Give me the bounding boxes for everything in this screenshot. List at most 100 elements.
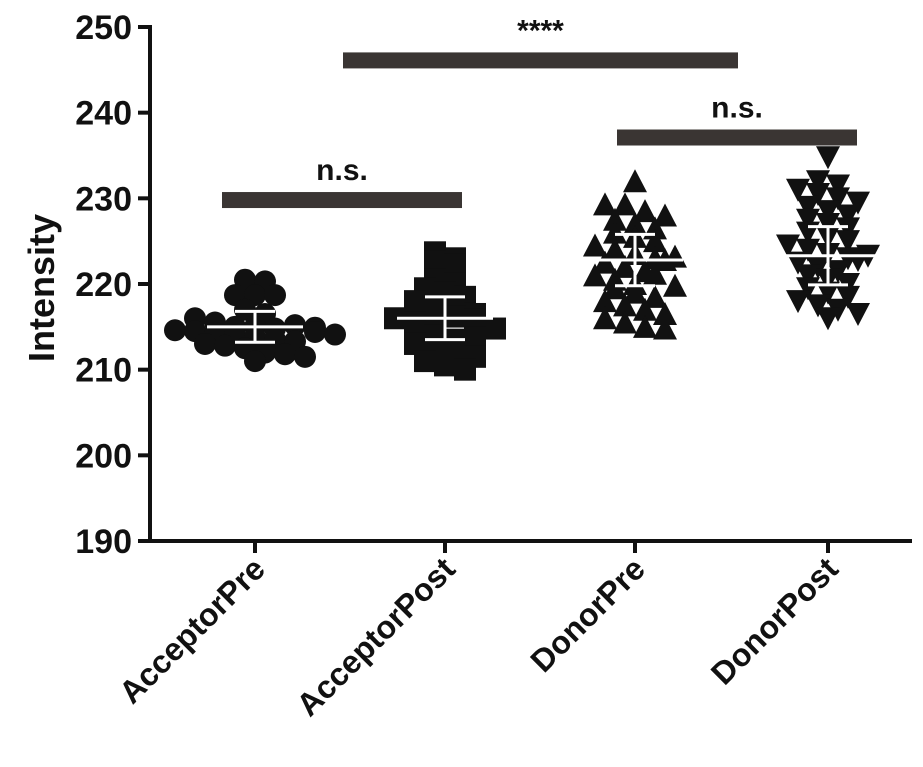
data-point [653,316,677,340]
y-tick-label: 210 [75,352,132,390]
data-point [643,229,667,253]
data-point [663,273,687,297]
data-point [836,204,860,228]
data-point [234,298,256,321]
data-point [583,263,607,287]
data-point [816,200,840,224]
data-point [404,290,426,313]
significance-annotations: n.s. **** n.s. [222,14,857,209]
data-point [623,280,647,304]
data-point [444,253,466,276]
data-point [836,217,860,241]
data-point [786,251,810,275]
data-point [623,212,647,236]
significance-label: **** [517,14,564,47]
data-point [786,290,810,314]
significance-bar [222,192,462,209]
data-point [454,358,476,381]
data-point [593,250,617,274]
significance-label: n.s. [711,92,763,125]
y-tick-label: 240 [75,95,132,133]
data-point [613,293,637,317]
data-point [274,343,296,366]
data-point [796,238,820,262]
data-point [846,302,870,326]
y-tick-label: 230 [75,180,132,218]
y-tick-label: 200 [75,437,132,475]
y-axis-title: Intensity [21,214,62,362]
data-point [603,207,627,231]
data-point [324,323,346,346]
data-point [404,332,426,355]
data-point [846,191,870,215]
x-tick-label: DonorPost [704,550,845,691]
data-point [796,195,820,219]
data-point [603,237,627,261]
data-point [444,305,466,328]
data-point [643,284,667,308]
data-point [816,307,840,331]
data-point [826,174,850,198]
data-point [583,233,607,257]
data-point [593,192,617,216]
data-point [603,220,627,244]
data-point [806,170,830,194]
significance-label: n.s. [316,154,368,187]
data-point [464,308,486,331]
data-point [796,277,820,301]
data-point [643,261,667,285]
axes [138,25,912,553]
data-point [434,354,456,377]
data-point [806,294,830,318]
data-point [836,230,860,254]
data-point [194,332,216,355]
error-bars [207,225,876,344]
data-point [776,234,800,258]
data-point [796,208,820,232]
data-point [294,345,316,368]
data-point [593,306,617,330]
data-point [603,276,627,300]
data-point [484,317,506,340]
data-point [623,169,647,193]
data-point [384,307,406,330]
data-point [816,146,840,170]
y-tick-label: 220 [75,266,132,304]
x-tick-label: AcceptorPre [112,550,272,710]
data-point [796,264,820,288]
data-point [414,350,436,373]
x-tick-label: AcceptorPost [289,550,462,723]
data-point [826,187,850,211]
data-point [164,319,186,342]
data-point [593,289,617,313]
data-point [304,320,326,343]
data-point [244,350,266,373]
data-point [786,178,810,202]
significance-bar [617,129,857,146]
data-point [424,294,446,317]
data-point [284,314,306,337]
y-tick-label: 190 [75,523,132,561]
data-points [164,146,880,381]
data-point [613,254,637,278]
x-tick-label: DonorPre [523,550,652,679]
y-tick-label: 250 [75,9,132,47]
data-point [816,281,840,305]
significance-bar [343,52,738,69]
data-point [214,334,236,357]
data-point [653,301,677,325]
data-point [816,213,840,237]
data-point [424,250,446,273]
data-point [633,314,657,338]
data-point [836,285,860,309]
data-point [264,284,286,307]
data-point [633,199,657,223]
data-point [633,297,657,321]
data-point [806,183,830,207]
data-point [613,192,637,216]
data-point [653,203,677,227]
data-point [613,310,637,334]
data-point [464,326,486,349]
